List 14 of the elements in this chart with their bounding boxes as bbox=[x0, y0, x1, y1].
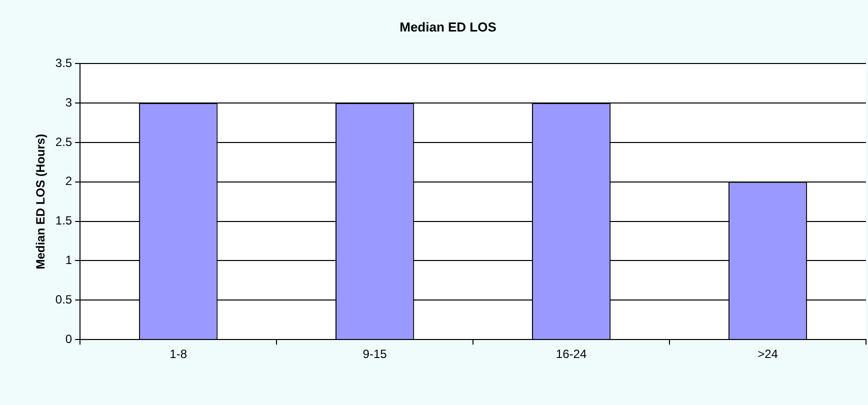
x-tick-label: 1-8 bbox=[170, 347, 188, 362]
y-tick-label: 2 bbox=[65, 174, 72, 188]
y-tick-label: 1.5 bbox=[55, 214, 72, 228]
y-tick-label: 0.5 bbox=[55, 292, 72, 306]
x-tick-label: 16-24 bbox=[556, 347, 587, 362]
x-tick-label: >24 bbox=[758, 347, 778, 362]
y-tick-label: 2.5 bbox=[55, 134, 72, 149]
y-axis-title: Median ED LOS (Hours) bbox=[34, 134, 48, 270]
chart-title: Median ED LOS bbox=[400, 19, 497, 34]
y-tick-label: 3.5 bbox=[55, 56, 72, 70]
x-tick-label: 9-15 bbox=[362, 347, 388, 362]
y-tick-label: 1 bbox=[65, 253, 72, 268]
y-tick-label: 3 bbox=[65, 95, 72, 110]
y-tick-label: 0 bbox=[65, 332, 72, 346]
